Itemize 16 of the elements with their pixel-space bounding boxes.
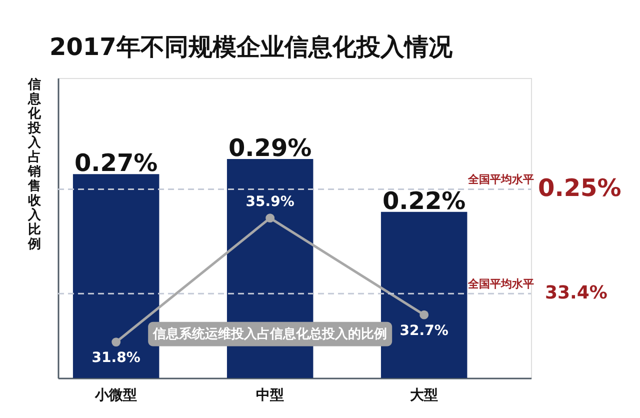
x-tick-label: 中型 bbox=[256, 388, 284, 404]
data-label: 31.8% bbox=[92, 350, 140, 366]
text: 信息化投入占销售收入比例 bbox=[28, 78, 41, 252]
text: 33.4% bbox=[545, 282, 608, 304]
ref-line-label: 全国平均水平 bbox=[467, 278, 534, 291]
data-label: 0.22% bbox=[382, 186, 466, 215]
chart-title: 2017年不同规模企业信息化投入情况 bbox=[50, 33, 454, 61]
data-label: 32.7% bbox=[400, 322, 448, 339]
data-label: 0.29% bbox=[228, 134, 312, 162]
ref-line-label: 全国平均水平 bbox=[467, 173, 534, 186]
data-label: 0.27% bbox=[74, 149, 158, 178]
data-label: 35.9% bbox=[246, 194, 294, 210]
text: 0.25% bbox=[538, 174, 622, 202]
x-tick-label: 小微型 bbox=[94, 388, 138, 404]
x-tick-label: 大型 bbox=[410, 388, 438, 404]
series-label: 信息系统运维投入占信息化总投入的比例 bbox=[152, 326, 388, 342]
